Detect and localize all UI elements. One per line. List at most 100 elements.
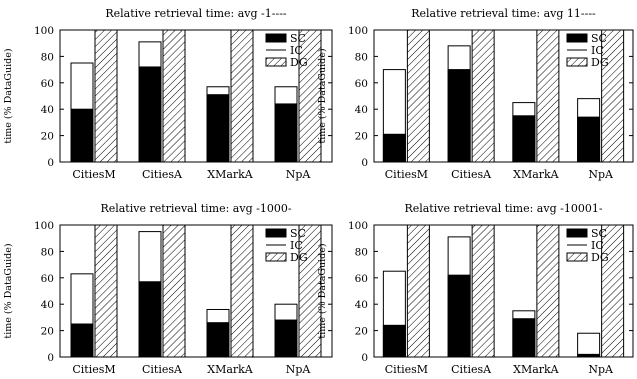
chart-panel-4: Relative retrieval time: avg -10001- time… xyxy=(317,202,634,376)
y-axis-label: time (% DataGuide) xyxy=(3,243,14,338)
legend-swatch-dg xyxy=(265,252,287,262)
legend-swatch-sc xyxy=(566,228,588,238)
chart-title: Relative retrieval time: avg -1000- xyxy=(100,202,291,215)
x-tick-label: CitiesM xyxy=(385,363,428,376)
x-tick-label: CitiesM xyxy=(72,363,115,376)
bar-sc xyxy=(512,115,536,163)
bar-dg xyxy=(230,29,254,163)
legend-label-sc: SC xyxy=(290,32,306,45)
chart-panel-1: Relative retrieval time: avg -1---- time … xyxy=(3,7,333,181)
bar-dg xyxy=(406,29,430,163)
bar-dg xyxy=(471,29,495,163)
y-tick-label: 20 xyxy=(41,131,54,143)
y-tick-label: 20 xyxy=(355,326,368,338)
plot-frame xyxy=(373,29,634,163)
chart-title: Relative retrieval time: avg 11---- xyxy=(411,7,596,20)
x-tick-label: CitiesM xyxy=(72,168,115,181)
y-tick-label: 60 xyxy=(355,78,368,90)
legend-swatch-dg xyxy=(566,57,588,67)
bar-ic xyxy=(577,332,601,358)
y-tick-label: 100 xyxy=(348,25,368,37)
chart-title: Relative retrieval time: avg -1---- xyxy=(105,7,287,20)
y-tick-label: 80 xyxy=(41,51,54,63)
bar-dg xyxy=(601,224,625,358)
bar-dg xyxy=(536,224,560,358)
legend-swatch-sc xyxy=(566,33,588,43)
bar-sc xyxy=(70,108,94,163)
legend-label-dg: DG xyxy=(591,251,609,264)
bar-dg xyxy=(601,29,625,163)
legend-swatch-dg xyxy=(566,252,588,262)
bar-dg xyxy=(162,29,186,163)
bar-sc xyxy=(512,318,536,358)
x-tick-label: NpA xyxy=(286,168,312,181)
legend-swatch-sc xyxy=(265,228,287,238)
y-tick-label: 0 xyxy=(361,352,368,364)
x-tick-label: CitiesM xyxy=(385,168,428,181)
bar-sc xyxy=(447,69,471,163)
y-tick-label: 0 xyxy=(47,157,54,169)
y-tick-label: 60 xyxy=(41,78,54,90)
legend-label-dg: DG xyxy=(591,56,609,69)
bar-dg xyxy=(536,29,560,163)
y-tick-label: 60 xyxy=(355,273,368,285)
chart-panel-2: Relative retrieval time: avg 11---- time … xyxy=(317,7,634,181)
y-axis-label: time (% DataGuide) xyxy=(317,243,328,338)
y-tick-label: 0 xyxy=(361,157,368,169)
x-tick-label: NpA xyxy=(286,363,312,376)
x-tick-label: NpA xyxy=(588,168,614,181)
x-tick-label: XMarkA xyxy=(207,168,254,181)
bar-dg xyxy=(94,29,118,163)
bar-sc xyxy=(577,116,601,163)
y-tick-label: 100 xyxy=(34,25,54,37)
chart-panel-3: Relative retrieval time: avg -1000- time … xyxy=(3,202,333,376)
bar-sc xyxy=(138,281,162,358)
y-tick-label: 100 xyxy=(34,220,54,232)
bar-dg xyxy=(230,224,254,358)
legend-label-sc: SC xyxy=(290,227,306,240)
x-tick-label: XMarkA xyxy=(207,363,254,376)
chart-title: Relative retrieval time: avg -10001- xyxy=(404,202,602,215)
legend-swatch-sc xyxy=(265,33,287,43)
y-tick-label: 40 xyxy=(41,104,54,116)
legend-swatch-dg xyxy=(265,57,287,67)
y-tick-label: 80 xyxy=(41,246,54,258)
x-tick-label: XMarkA xyxy=(513,363,560,376)
y-tick-label: 60 xyxy=(41,273,54,285)
plot-frame xyxy=(59,29,333,163)
x-tick-label: CitiesA xyxy=(142,363,183,376)
y-tick-label: 20 xyxy=(41,326,54,338)
y-tick-label: 40 xyxy=(355,104,368,116)
bar-sc xyxy=(206,94,230,163)
y-tick-label: 80 xyxy=(355,246,368,258)
plot-frame xyxy=(59,224,333,358)
bar-dg xyxy=(406,224,430,358)
bar-sc xyxy=(206,322,230,358)
y-tick-label: 20 xyxy=(355,131,368,143)
legend-label-ic: IC xyxy=(591,239,604,252)
x-tick-label: XMarkA xyxy=(513,168,560,181)
x-tick-label: CitiesA xyxy=(451,168,492,181)
bar-dg xyxy=(94,224,118,358)
x-tick-label: NpA xyxy=(588,363,614,376)
bar-dg xyxy=(471,224,495,358)
bar-sc xyxy=(70,323,94,358)
x-tick-label: CitiesA xyxy=(142,168,183,181)
y-tick-label: 0 xyxy=(47,352,54,364)
bar-sc xyxy=(274,103,298,163)
bar-sc xyxy=(447,274,471,358)
bar-dg xyxy=(162,224,186,358)
y-tick-label: 100 xyxy=(348,220,368,232)
x-tick-label: CitiesA xyxy=(451,363,492,376)
bar-sc xyxy=(382,133,406,163)
bar-sc xyxy=(138,66,162,163)
legend-label-dg: DG xyxy=(290,251,308,264)
y-tick-label: 80 xyxy=(355,51,368,63)
legend-label-ic: IC xyxy=(290,44,303,57)
bar-sc xyxy=(274,319,298,358)
y-tick-label: 40 xyxy=(355,299,368,311)
plot-frame xyxy=(373,224,634,358)
legend-label-ic: IC xyxy=(591,44,604,57)
legend-label-dg: DG xyxy=(290,56,308,69)
